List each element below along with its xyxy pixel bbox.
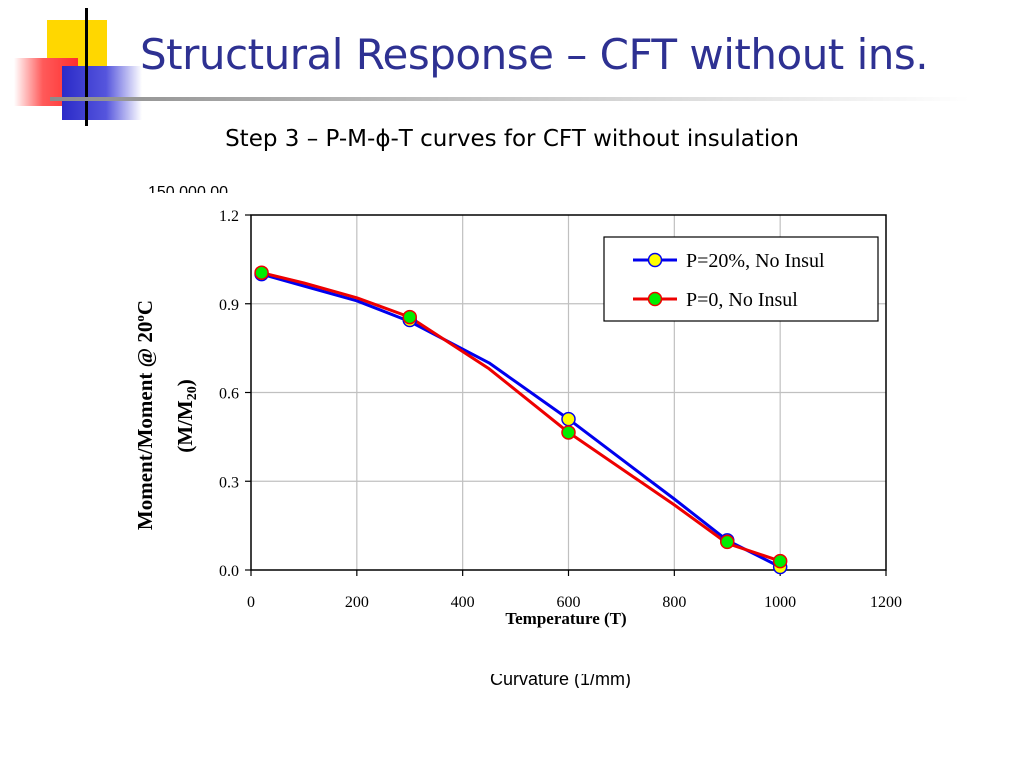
y-axis-label-line2: (M/M20) [173, 379, 200, 452]
data-point-series-0 [561, 411, 576, 427]
x-tick-label: 600 [557, 594, 581, 611]
slide-title: Structural Response – CFT without ins. [140, 30, 929, 79]
axes: 0 200 400 600 800 1000 1200 0.0 0.3 0.6 0.9 1.2 [219, 208, 902, 611]
y-tick-label: 0.6 [219, 386, 239, 403]
y-axis-label-ratio: (M/M [173, 400, 197, 453]
series-line-0 [260, 272, 782, 569]
legend-marker-p20 [647, 252, 663, 268]
slide-subtitle: Step 3 – P-M-ϕ-T curves for CFT without … [225, 126, 799, 152]
title-underline [50, 97, 970, 101]
y-tick-label: 1.2 [219, 208, 239, 225]
data-point-series-1 [772, 553, 788, 569]
x-tick-label: 1200 [870, 594, 902, 611]
legend-box [603, 236, 879, 322]
x-tick-label: 800 [662, 594, 686, 611]
y-tick-label: 0.3 [219, 474, 239, 491]
legend-marker-p0 [647, 291, 663, 307]
background-axis-label-fragment: Curvature (1/mm) [490, 674, 632, 688]
y-axis-label-close: ) [173, 379, 197, 386]
data-point-series-1 [561, 425, 576, 440]
x-tick-label: 400 [451, 594, 475, 611]
y-axis-label-subscript: 20 [185, 386, 200, 400]
legend-label-p20: P=20%, No Insul [686, 250, 825, 272]
x-tick-label: 1000 [764, 594, 796, 611]
x-tick-label: 200 [345, 594, 369, 611]
legend: P=20%, No Insul P=0, No Insul [603, 236, 879, 322]
y-axis-label-unit: C [133, 300, 157, 315]
series-group [254, 265, 788, 575]
y-tick-label: 0.9 [219, 297, 239, 314]
data-point-series-1 [402, 309, 417, 325]
deco-vertical-line [85, 8, 88, 126]
y-axis-label-degree: o [132, 315, 147, 322]
y-tick-label: 0.0 [219, 563, 239, 580]
x-axis-label: Temperature (T) [505, 609, 626, 628]
legend-label-p0: P=0, No Insul [686, 289, 798, 311]
y-axis-label-line1: Moment/Moment @ 20oC [132, 300, 157, 530]
y-axis-label-main: Moment/Moment @ 20 [133, 322, 157, 530]
deco-blue-square [62, 66, 142, 120]
series-line-1 [260, 271, 782, 563]
data-point-series-1 [720, 534, 735, 550]
x-tick-label: 0 [247, 594, 255, 611]
background-value-fragment: 150,000.00 [148, 184, 229, 193]
data-point-series-1 [254, 265, 269, 280]
